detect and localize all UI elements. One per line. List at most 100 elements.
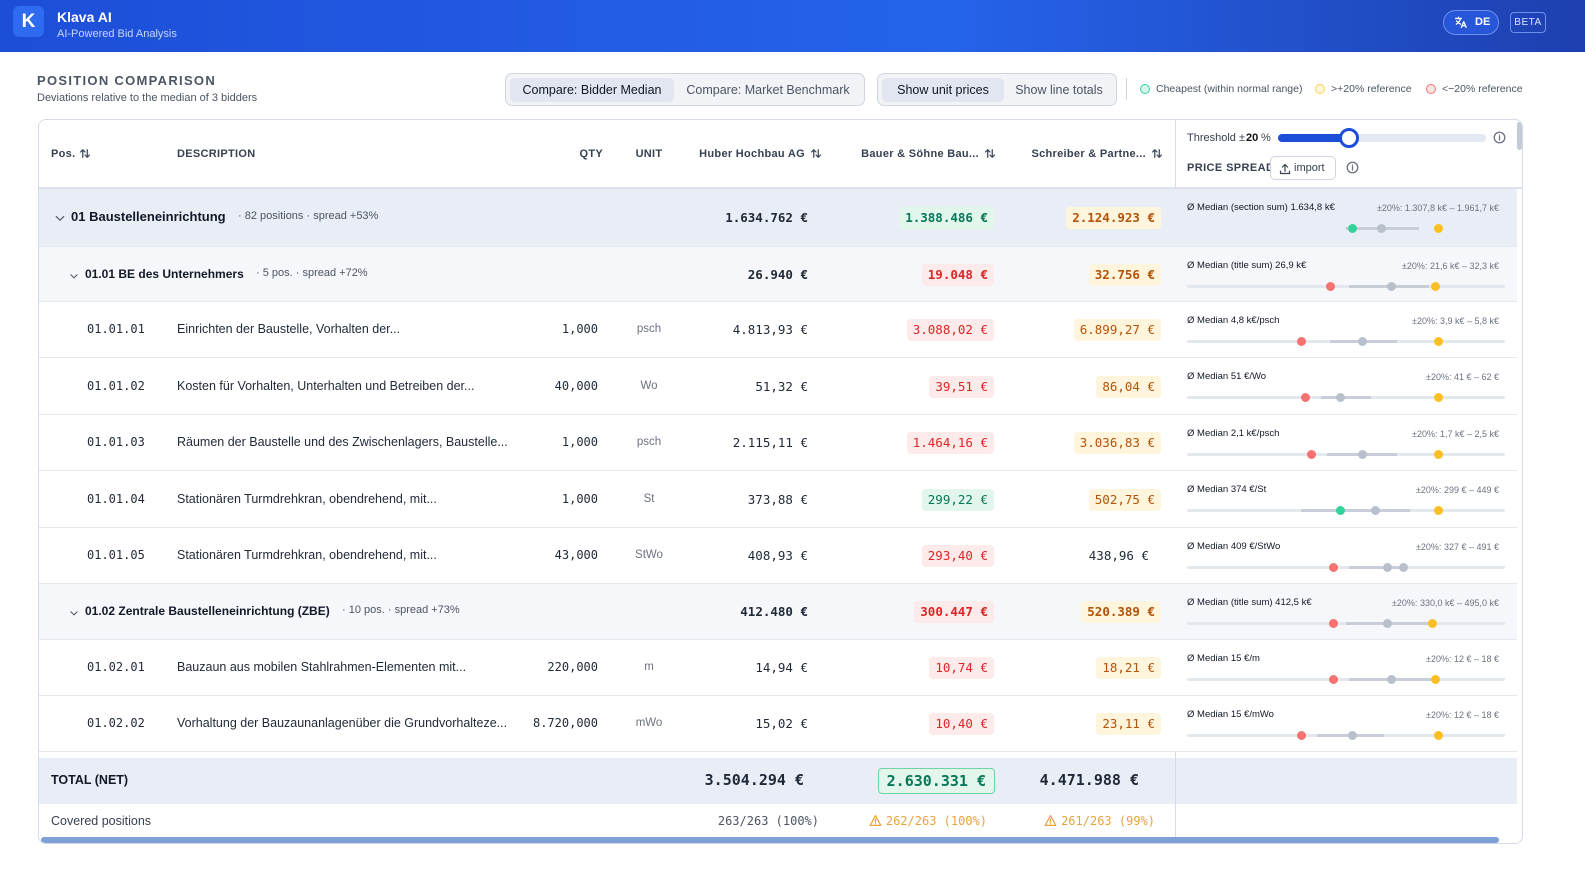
price-cell[interactable]: 51,32 € xyxy=(755,378,808,394)
range-label: ±20%: 21,6 k€ – 32,3 k€ xyxy=(1401,261,1499,271)
price-cell[interactable]: 2.124.923 € xyxy=(1066,207,1161,229)
view-option[interactable]: Show unit prices xyxy=(882,78,1004,102)
spread-dot xyxy=(1431,282,1441,291)
price-cell[interactable]: 23,11 € xyxy=(1096,713,1161,735)
price-cell[interactable]: 412.480 € xyxy=(740,604,808,619)
collapse-chevron[interactable] xyxy=(54,211,66,223)
threshold-unit: % xyxy=(1261,132,1271,144)
price-cell[interactable]: 15,02 € xyxy=(755,716,808,731)
price-cell[interactable]: 438,96 € xyxy=(1088,548,1149,563)
row-meta: · 5 pos. · spread +72% xyxy=(256,266,368,279)
app-subtitle: AI-Powered Bid Analysis xyxy=(57,28,177,40)
price-cell[interactable]: 10,74 € xyxy=(929,657,994,679)
price-cell[interactable]: 39,51 € xyxy=(929,375,994,398)
unit: m xyxy=(644,661,654,673)
compare-option[interactable]: Compare: Market Benchmark xyxy=(686,83,850,97)
spread-dot xyxy=(1326,282,1336,291)
median-label: Ø Median (title sum) 26,9 k€ xyxy=(1187,260,1307,271)
price-cell[interactable]: 1.634.762 € xyxy=(725,210,808,225)
price-cell[interactable]: 3.036,83 € xyxy=(1073,432,1161,454)
sort-icon[interactable] xyxy=(79,147,91,160)
table-row: 01.01 BE des Unternehmers · 5 pos. · spre… xyxy=(39,247,1517,302)
column-header[interactable]: Schreiber & Partne... xyxy=(1031,148,1146,160)
price-cell[interactable]: 502,75 € xyxy=(1088,488,1161,511)
spread-dot xyxy=(1357,337,1367,346)
spread-band xyxy=(1349,566,1404,569)
price-cell[interactable]: 86,04 € xyxy=(1096,375,1161,398)
slider-thumb[interactable] xyxy=(1339,128,1359,148)
price-cell[interactable]: 1.464,16 € xyxy=(906,432,994,454)
covered-value: 263/263 (100%) xyxy=(717,814,819,828)
price-cell[interactable]: 26.940 € xyxy=(747,266,808,282)
price-cell[interactable]: 10,40 € xyxy=(929,713,994,735)
table-row: 01.01.03 Räumen der Baustelle und des Zwi… xyxy=(39,415,1517,471)
translate-icon xyxy=(1454,16,1467,29)
spread-track xyxy=(1187,678,1505,681)
collapse-chevron[interactable] xyxy=(69,605,79,616)
column-header[interactable]: Bauer & Söhne Bau... xyxy=(861,148,979,160)
sort-icon[interactable] xyxy=(810,147,822,160)
top-bar xyxy=(0,0,1585,52)
spread-dot xyxy=(1357,450,1367,459)
price-spread-label: PRICE SPREAD xyxy=(1187,162,1275,174)
quantity: 40,000 xyxy=(554,378,598,393)
column-header[interactable]: Pos. xyxy=(51,148,76,160)
spread-dot xyxy=(1335,393,1345,402)
median-label: Ø Median (title sum) 412,5 k€ xyxy=(1187,597,1312,608)
price-cell[interactable]: 4.813,93 € xyxy=(732,322,808,337)
title-label: 01.02 Zentrale Baustelleneinrichtung (ZB… xyxy=(85,604,330,618)
sort-icon[interactable] xyxy=(1151,147,1163,160)
price-cell[interactable]: 2.115,11 € xyxy=(732,435,808,450)
spread-dot xyxy=(1335,506,1345,515)
range-label: ±20%: 1.307,8 k€ – 1.961,7 k€ xyxy=(1376,203,1499,213)
section-label: 01 Baustelleneinrichtung xyxy=(71,209,226,224)
price-cell[interactable]: 373,88 € xyxy=(747,491,808,507)
spread-band xyxy=(1320,396,1372,399)
unit: psch xyxy=(636,436,662,448)
spread-track xyxy=(1187,285,1505,288)
compare-option[interactable]: Compare: Bidder Median xyxy=(510,78,674,102)
unit: psch xyxy=(636,323,662,335)
threshold-label: Threshold ± xyxy=(1187,132,1246,144)
description: Stationären Turmdrehkran, obendrehend, m… xyxy=(177,491,437,506)
spread-dot xyxy=(1297,337,1307,346)
price-cell[interactable]: 1.388.486 € xyxy=(899,207,994,229)
table: Pos. DESCRIPTION QTY UNIT Huber Hochbau AG Ba… xyxy=(38,119,1523,844)
info-icon[interactable] xyxy=(1346,161,1359,174)
column-header: UNIT xyxy=(635,148,663,160)
price-cell[interactable]: 408,93 € xyxy=(747,548,808,563)
spread-dot xyxy=(1329,675,1339,684)
quantity: 1,000 xyxy=(561,435,598,449)
price-cell[interactable]: 19.048 € xyxy=(921,263,994,286)
price-cell[interactable]: 299,22 € xyxy=(921,488,994,511)
column-header[interactable]: Huber Hochbau AG xyxy=(699,148,805,160)
price-cell[interactable]: 3.088,02 € xyxy=(906,319,994,341)
quantity: 220,000 xyxy=(547,660,598,674)
info-icon[interactable] xyxy=(1493,131,1506,144)
range-label: ±20%: 327 € – 491 € xyxy=(1415,542,1499,552)
price-cell[interactable]: 300.447 € xyxy=(914,601,994,623)
slider-fill xyxy=(1278,134,1350,142)
price-cell[interactable]: 14,94 € xyxy=(755,660,808,675)
view-option[interactable]: Show line totals xyxy=(1015,83,1103,97)
language-button[interactable]: DE xyxy=(1443,10,1499,35)
price-cell[interactable]: 32.756 € xyxy=(1088,263,1161,286)
price-cell[interactable]: 18,21 € xyxy=(1096,657,1161,679)
row-meta: · 10 pos. · spread +73% xyxy=(342,604,460,616)
price-cell[interactable]: 520.389 € xyxy=(1081,601,1161,623)
range-label: ±20%: 1,7 k€ – 2,5 k€ xyxy=(1412,429,1499,439)
sort-icon[interactable] xyxy=(984,147,996,160)
table-row: 01.01.02 Kosten für Vorhalten, Unterhalte… xyxy=(39,358,1517,415)
import-button[interactable]: import xyxy=(1270,156,1336,180)
collapse-chevron[interactable] xyxy=(69,268,79,278)
total-row: TOTAL (NET) 3.504.294 € 2.630.331 € 4.471.9… xyxy=(39,758,1517,804)
unit: StWo xyxy=(635,549,663,561)
import-label: import xyxy=(1294,162,1325,174)
median-label: Ø Median 51 €/Wo xyxy=(1187,371,1267,382)
warning-icon xyxy=(1044,814,1057,827)
price-cell[interactable]: 293,40 € xyxy=(921,545,994,567)
price-cell[interactable]: 6.899,27 € xyxy=(1073,319,1161,341)
section-subtitle: Deviations relative to the median of 3 b… xyxy=(37,92,258,104)
table-row: 01.01.05 Stationären Turmdrehkran, obendr… xyxy=(39,528,1517,584)
spread-dot xyxy=(1427,619,1437,628)
